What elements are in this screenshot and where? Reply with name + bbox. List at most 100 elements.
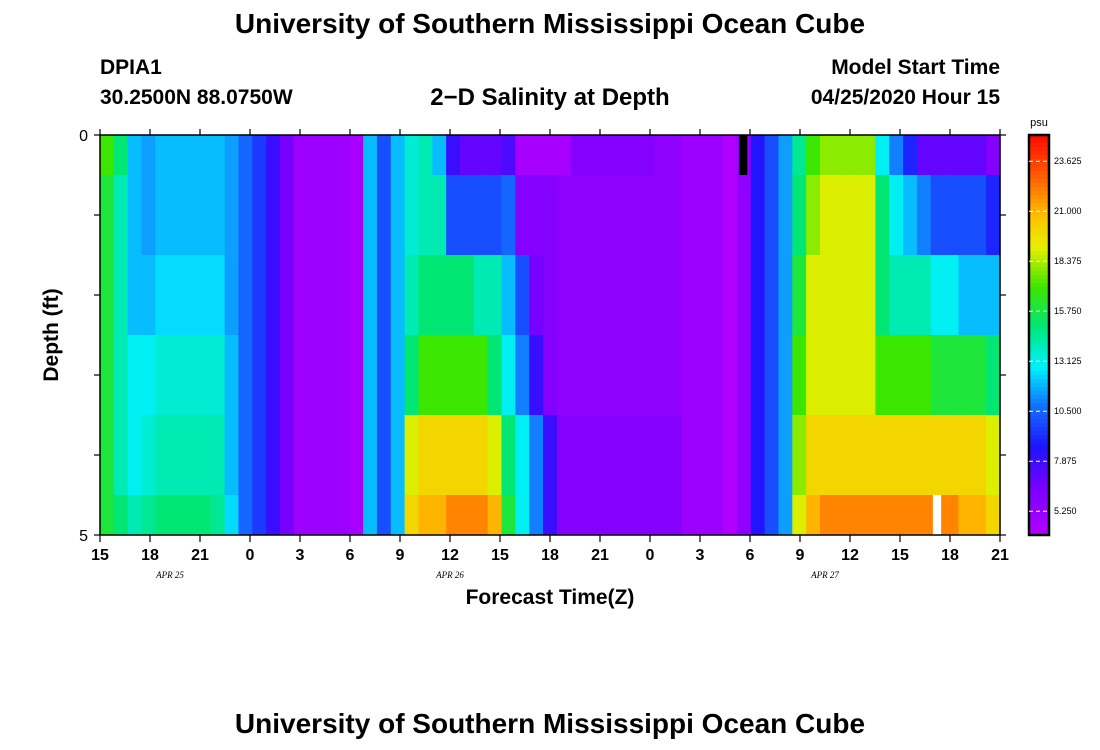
heatmap-cell bbox=[100, 255, 115, 336]
model-start-label: Model Start Time bbox=[831, 56, 1000, 79]
heatmap-cell bbox=[155, 175, 170, 256]
heatmap-cell bbox=[460, 335, 475, 416]
heatmap-cell bbox=[515, 495, 530, 536]
x-tick-label: 18 bbox=[941, 547, 959, 564]
colorbar-tick-label: 21.000 bbox=[1054, 206, 1082, 216]
heatmap-cell bbox=[487, 335, 503, 416]
colorbar-segment bbox=[1029, 279, 1049, 284]
heatmap-cell bbox=[584, 335, 600, 416]
heatmap-cell bbox=[930, 415, 946, 496]
colorbar-segment bbox=[1029, 343, 1049, 348]
heatmap-cell bbox=[501, 335, 516, 416]
heatmap-cell bbox=[418, 135, 433, 176]
heatmap-cell bbox=[266, 255, 281, 336]
colorbar-segment bbox=[1029, 503, 1049, 508]
colorbar-segment bbox=[1029, 239, 1049, 244]
heatmap-cell bbox=[127, 255, 143, 336]
heatmap-cell bbox=[612, 335, 627, 416]
colorbar-segment bbox=[1029, 527, 1049, 532]
heatmap-cell bbox=[113, 135, 129, 176]
heatmap-cell bbox=[224, 335, 240, 416]
heatmap-cell bbox=[958, 255, 973, 336]
heatmap-cell bbox=[723, 175, 738, 256]
heatmap-cell bbox=[875, 335, 890, 416]
colorbar-segment bbox=[1029, 375, 1049, 380]
colorbar-segment bbox=[1029, 347, 1049, 352]
heatmap-cell bbox=[640, 175, 655, 256]
x-tick-label: 3 bbox=[296, 547, 305, 564]
heatmap-cell bbox=[266, 495, 281, 536]
heatmap-cell bbox=[515, 135, 530, 176]
heatmap-cell bbox=[584, 175, 600, 256]
heatmap-cell bbox=[944, 415, 960, 496]
colorbar-segment bbox=[1029, 151, 1049, 156]
colorbar-segment bbox=[1029, 439, 1049, 444]
colorbar-segment bbox=[1029, 363, 1049, 368]
heatmap-cell bbox=[806, 255, 821, 336]
heatmap-cell bbox=[681, 135, 696, 176]
heatmap-cell bbox=[321, 415, 336, 496]
heatmap-cell bbox=[847, 335, 863, 416]
heatmap-cell bbox=[155, 255, 170, 336]
heatmap-cell bbox=[778, 415, 793, 496]
heatmap-cell bbox=[113, 415, 129, 496]
heatmap-cell bbox=[875, 415, 890, 496]
heatmap-cell bbox=[889, 335, 904, 416]
heatmap-cell bbox=[556, 415, 572, 496]
colorbar-segment bbox=[1029, 215, 1049, 220]
colorbar-segment bbox=[1029, 167, 1049, 172]
heatmap-cell bbox=[667, 495, 683, 536]
heatmap-cell bbox=[446, 495, 461, 536]
heatmap-cell bbox=[764, 415, 780, 496]
colorbar-segment bbox=[1029, 155, 1049, 160]
station-id: DPIA1 bbox=[100, 56, 162, 79]
x-tick-label: 15 bbox=[891, 547, 909, 564]
heatmap-cell bbox=[473, 255, 489, 336]
heatmap-cell bbox=[252, 335, 267, 416]
heatmap-cell bbox=[487, 175, 503, 256]
colorbar-segment bbox=[1029, 379, 1049, 384]
heatmap-cell bbox=[972, 255, 987, 336]
colorbar-segment bbox=[1029, 267, 1049, 272]
heatmap-cell bbox=[100, 135, 115, 176]
heatmap-cell bbox=[598, 255, 613, 336]
heatmap-cell bbox=[238, 495, 253, 536]
heatmap-cell bbox=[418, 335, 433, 416]
heatmap-cell bbox=[293, 175, 309, 256]
colorbar-tick-label: 15.750 bbox=[1054, 306, 1082, 316]
colorbar-segment bbox=[1029, 275, 1049, 280]
heatmap-cell bbox=[404, 415, 420, 496]
colorbar-segment bbox=[1029, 443, 1049, 448]
heatmap-cell bbox=[916, 175, 932, 256]
heatmap-cell bbox=[487, 255, 503, 336]
heatmap-cell bbox=[709, 175, 724, 256]
heatmap-cell bbox=[875, 495, 890, 536]
heatmap-cell bbox=[390, 255, 406, 336]
heatmap-cell bbox=[723, 415, 738, 496]
heatmap-cell bbox=[280, 255, 295, 336]
colorbar-segment bbox=[1029, 219, 1049, 224]
colorbar-segment bbox=[1029, 463, 1049, 468]
heatmap-cell bbox=[875, 255, 890, 336]
heatmap-cell bbox=[100, 335, 115, 416]
x-tick-label: 0 bbox=[246, 547, 255, 564]
heatmap-cell bbox=[335, 175, 350, 256]
heatmap-cell bbox=[460, 415, 475, 496]
x-tick-label: 18 bbox=[141, 547, 159, 564]
heatmap-cell bbox=[709, 495, 724, 536]
page-title: University of Southern Mississippi Ocean… bbox=[234, 8, 866, 39]
heatmap-cell bbox=[141, 175, 156, 256]
heatmap-cell bbox=[210, 135, 226, 176]
heatmap-cell bbox=[293, 135, 309, 176]
heatmap-cell bbox=[903, 415, 918, 496]
heatmap-cell bbox=[820, 415, 835, 496]
missing-data-cell bbox=[932, 495, 942, 535]
heatmap-cell bbox=[709, 415, 724, 496]
heatmap-cell bbox=[169, 135, 184, 176]
heatmap-cell bbox=[127, 335, 143, 416]
heatmap-cell bbox=[556, 135, 572, 176]
colorbar-segment bbox=[1029, 251, 1049, 256]
heatmap-cell bbox=[460, 175, 475, 256]
x-tick-label: 21 bbox=[991, 547, 1009, 564]
